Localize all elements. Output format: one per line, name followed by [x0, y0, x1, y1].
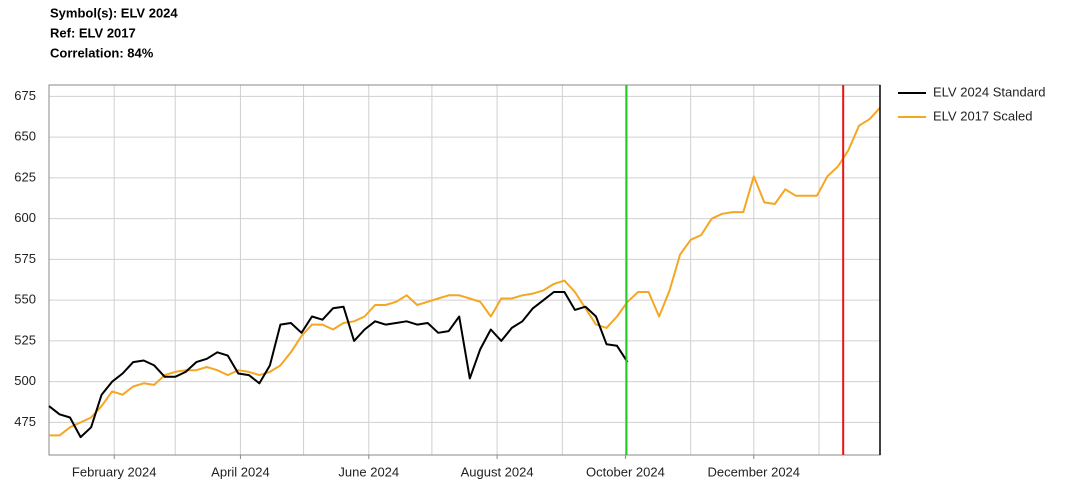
legend-label: ELV 2024 Standard	[933, 84, 1046, 99]
y-tick-label: 575	[14, 251, 36, 266]
y-tick-label: 650	[14, 129, 36, 144]
legend-label: ELV 2017 Scaled	[933, 108, 1033, 123]
x-tick-label: August 2024	[461, 464, 534, 479]
annotation: Correlation: 84%	[50, 45, 154, 60]
y-tick-label: 475	[14, 414, 36, 429]
chart-title: Symbol(s): ELV 2024	[50, 5, 178, 20]
series-line	[48, 291, 629, 439]
y-tick-label: 525	[14, 332, 36, 347]
x-tick-label: June 2024	[338, 464, 399, 479]
y-tick-label: 625	[14, 169, 36, 184]
chart-subtitle: Ref: ELV 2017	[50, 25, 136, 40]
y-tick-label: 600	[14, 210, 36, 225]
x-tick-label: February 2024	[72, 464, 157, 479]
y-tick-label: 550	[14, 292, 36, 307]
y-tick-label: 675	[14, 88, 36, 103]
x-tick-label: October 2024	[586, 464, 665, 479]
x-tick-label: December 2024	[708, 464, 801, 479]
plot-border	[48, 84, 881, 456]
series-line	[49, 107, 881, 437]
y-tick-label: 500	[14, 373, 36, 388]
x-tick-label: April 2024	[211, 464, 270, 479]
